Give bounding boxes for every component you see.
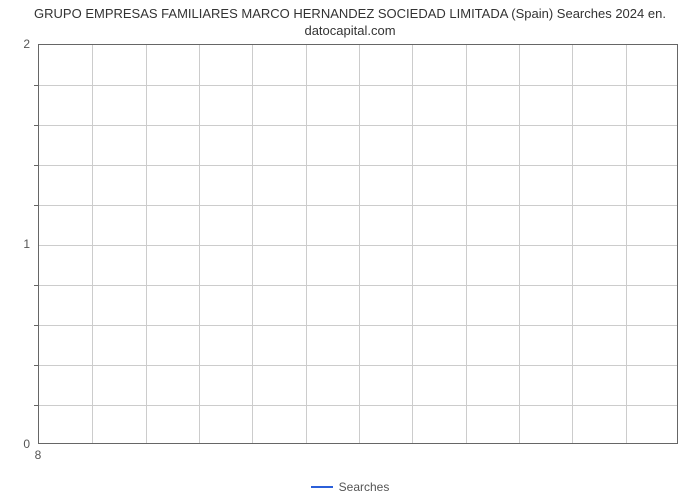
chart-title: GRUPO EMPRESAS FAMILIARES MARCO HERNANDE… — [0, 0, 700, 42]
y-minor-tick — [34, 285, 39, 286]
legend: Searches — [0, 480, 700, 494]
grid-vline — [199, 45, 200, 443]
grid-vline — [146, 45, 147, 443]
grid-vline — [572, 45, 573, 443]
grid-vline — [92, 45, 93, 443]
grid-hline — [39, 405, 677, 406]
grid-vline — [519, 45, 520, 443]
y-minor-tick — [34, 85, 39, 86]
grid-hline — [39, 85, 677, 86]
grid-vline — [359, 45, 360, 443]
grid-hline — [39, 245, 677, 246]
legend-label-searches: Searches — [339, 480, 390, 494]
grid-hline — [39, 325, 677, 326]
grid-hline — [39, 165, 677, 166]
grid-hline — [39, 285, 677, 286]
y-minor-tick — [34, 365, 39, 366]
y-minor-tick — [34, 405, 39, 406]
y-minor-tick — [34, 325, 39, 326]
grid-vline — [252, 45, 253, 443]
grid-hline — [39, 205, 677, 206]
grid-vline — [466, 45, 467, 443]
legend-swatch-searches — [311, 486, 333, 488]
y-tick-0: 0 — [0, 437, 30, 451]
x-tick-0: 8 — [35, 448, 42, 462]
grid-vline — [412, 45, 413, 443]
chart-title-line1: GRUPO EMPRESAS FAMILIARES MARCO HERNANDE… — [34, 6, 666, 21]
y-tick-2: 2 — [0, 37, 30, 51]
y-tick-1: 1 — [0, 237, 30, 251]
chart-title-line2: datocapital.com — [304, 23, 395, 38]
chart-area: 2 1 0 8 — [38, 44, 678, 444]
y-minor-tick — [34, 125, 39, 126]
grid-hline — [39, 365, 677, 366]
y-minor-tick — [34, 165, 39, 166]
y-minor-tick — [34, 205, 39, 206]
grid-vline — [626, 45, 627, 443]
grid-hline — [39, 125, 677, 126]
grid-vline — [306, 45, 307, 443]
plot-area — [38, 44, 678, 444]
